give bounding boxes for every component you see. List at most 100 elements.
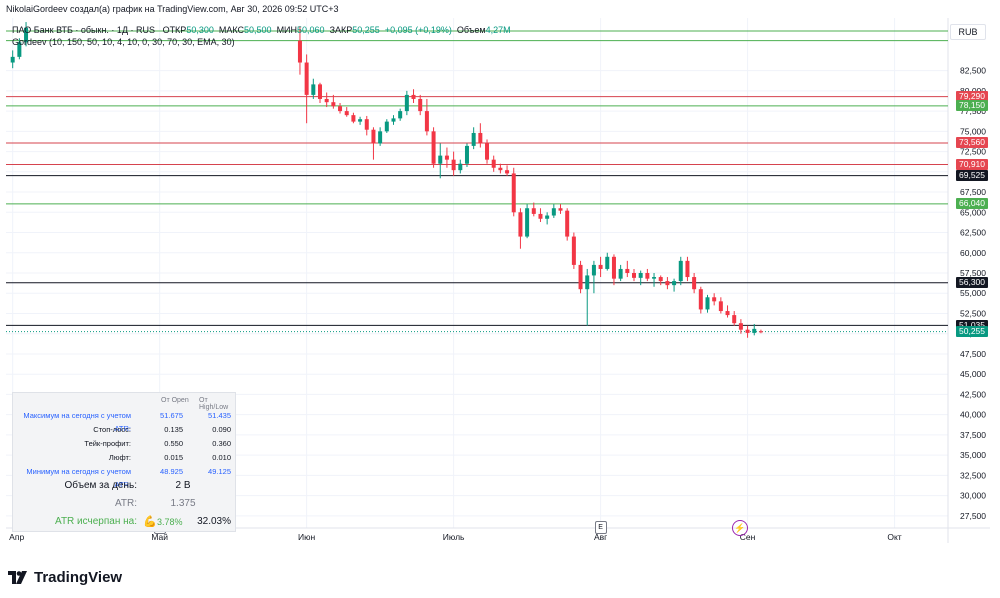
candle-body[interactable]	[638, 273, 643, 278]
candle-body[interactable]	[464, 145, 469, 164]
stats-row-from-highlow: 0.360	[212, 439, 231, 448]
candle-body[interactable]	[571, 236, 576, 265]
candle-body[interactable]	[665, 281, 670, 286]
candle-body[interactable]	[598, 264, 603, 269]
candle-body[interactable]	[732, 315, 737, 324]
lightning-event-icon[interactable]: ⚡	[731, 520, 748, 536]
candle-body[interactable]	[485, 143, 490, 160]
x-month-label: Сен	[740, 532, 756, 542]
candle-body[interactable]	[458, 163, 463, 171]
legend-symbol[interactable]: ПАО Банк ВТБ · обыкн. · 1Д · RUS	[12, 25, 156, 35]
candle-body[interactable]	[625, 268, 630, 273]
candle-body[interactable]	[678, 260, 683, 282]
currency-label[interactable]: RUB	[950, 24, 986, 40]
candle-body[interactable]	[725, 311, 730, 316]
candle-body[interactable]	[591, 264, 596, 276]
candle-body[interactable]	[311, 84, 316, 95]
candle-body[interactable]	[692, 277, 697, 290]
candle-body[interactable]	[632, 273, 636, 278]
legend-indicator-row[interactable]: Gordeev (10, 150, 50, 10, 4, 10, 0, 30, …	[12, 36, 511, 48]
candle-body[interactable]	[384, 121, 389, 132]
candle-body[interactable]	[505, 170, 510, 174]
candle-body[interactable]	[718, 301, 723, 312]
candle-body[interactable]	[338, 106, 343, 112]
candle-body[interactable]	[525, 208, 530, 237]
candle-body[interactable]	[418, 98, 423, 112]
candle-body[interactable]	[398, 111, 403, 119]
candle-body[interactable]	[531, 208, 536, 214]
tradingview-logo[interactable]: TradingView	[8, 569, 122, 586]
candle-body[interactable]	[378, 131, 383, 144]
stats-row-label: Тейк-профит:	[84, 439, 131, 448]
y-tick-label: 72,500	[960, 147, 986, 157]
candle-body[interactable]	[565, 210, 570, 237]
candle-body[interactable]	[685, 260, 690, 278]
chart-area[interactable]: 27,500 30,000 32,500 35,000 37,500 40,000 42,5…	[6, 18, 990, 543]
candle-body[interactable]	[344, 111, 349, 116]
candle-body[interactable]	[451, 159, 456, 171]
candle-body[interactable]	[444, 155, 449, 160]
candle-body[interactable]	[672, 281, 677, 286]
candle-body[interactable]	[585, 275, 590, 290]
candle-body[interactable]	[511, 173, 516, 213]
candle-body[interactable]	[411, 94, 416, 99]
candle-body[interactable]	[578, 264, 583, 290]
candle-body[interactable]	[698, 289, 703, 310]
price-level-badge: 51,035	[956, 319, 988, 331]
stats-row-label: Стоп-лосс:	[93, 425, 131, 434]
candle-body[interactable]	[478, 132, 483, 144]
candle-body[interactable]	[498, 167, 503, 171]
candle-body[interactable]	[438, 155, 443, 164]
legend-ohlc-row: ПАО Банк ВТБ · обыкн. · 1Д · RUS ОТКР50,…	[12, 24, 511, 36]
candle-body[interactable]	[652, 277, 657, 279]
y-tick-label: 52,500	[960, 308, 986, 318]
candle-body[interactable]	[404, 94, 409, 112]
candle-body[interactable]	[551, 208, 556, 216]
x-month-label: Май	[151, 532, 168, 542]
candle-body[interactable]	[431, 131, 436, 164]
candle-body[interactable]	[705, 297, 710, 310]
candle-body[interactable]	[24, 27, 29, 43]
legend-indicator[interactable]: Gordeev (10, 150, 50, 10, 4, 10, 0, 30, …	[12, 37, 235, 47]
candle-body[interactable]	[318, 84, 322, 99]
price-chart[interactable]: 27,500 30,000 32,500 35,000 37,500 40,000 42,5…	[6, 18, 990, 543]
price-level-badge: 56,300	[956, 277, 988, 289]
candle-body[interactable]	[424, 111, 429, 132]
candle-body[interactable]	[331, 102, 336, 107]
candle-body[interactable]	[745, 329, 750, 333]
price-level-badge: 50,255	[956, 326, 988, 338]
candle-body[interactable]	[605, 256, 610, 269]
legend-close: 50,255	[352, 25, 380, 35]
candle-body[interactable]	[297, 40, 302, 63]
candle-body[interactable]	[658, 277, 663, 282]
candle-body[interactable]	[518, 212, 523, 237]
candle-body[interactable]	[712, 297, 717, 302]
candle-body[interactable]	[351, 115, 356, 122]
candle-body[interactable]	[738, 323, 743, 330]
candle-body[interactable]	[471, 132, 476, 146]
candle-body[interactable]	[752, 328, 757, 333]
stats-row-from-highlow: 0.090	[212, 425, 231, 434]
candle-body[interactable]	[17, 42, 22, 57]
candle-body[interactable]	[611, 256, 616, 279]
candle-body[interactable]	[538, 213, 543, 219]
candle-body[interactable]	[364, 119, 369, 130]
price-level-badge: 73,560	[956, 137, 988, 149]
candle-body[interactable]	[371, 129, 376, 144]
candle-body[interactable]	[491, 159, 496, 168]
symbol-legend: ПАО Банк ВТБ · обыкн. · 1Д · RUS ОТКР50,…	[12, 24, 511, 48]
candle-body[interactable]	[645, 273, 650, 279]
y-tick-label: 57,500	[960, 268, 986, 278]
candle-body[interactable]	[758, 331, 763, 333]
candle-body[interactable]	[10, 56, 15, 63]
candle-body[interactable]	[545, 215, 550, 219]
candle-body[interactable]	[358, 119, 363, 122]
price-level-badge: 66,040	[956, 198, 988, 210]
earnings-event-marker[interactable]: E	[594, 521, 607, 534]
candle-body[interactable]	[391, 118, 396, 122]
candle-body[interactable]	[618, 268, 623, 279]
candle-body[interactable]	[304, 62, 309, 95]
candle-body[interactable]	[558, 208, 563, 211]
candle-body[interactable]	[324, 98, 329, 103]
legend-open: 50,300	[186, 25, 214, 35]
